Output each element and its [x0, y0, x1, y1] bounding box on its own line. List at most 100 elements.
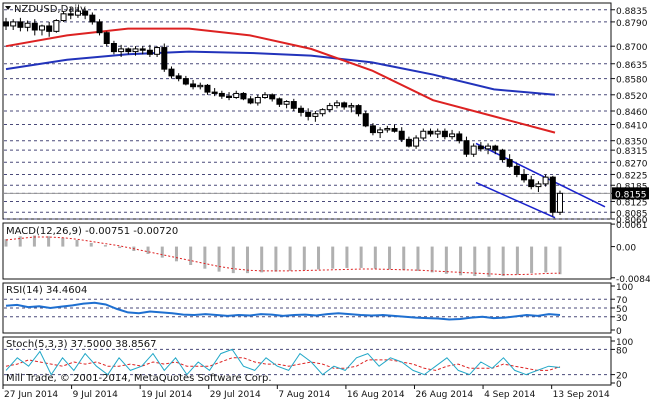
candle-body — [384, 128, 391, 131]
macd-bar — [61, 237, 65, 247]
price-axis-label: 0.8460 — [616, 108, 648, 118]
candle-body — [168, 68, 175, 77]
macd-title: MACD(12,26,9) -0.00751 -0.00720 — [6, 226, 178, 237]
candle-body — [24, 22, 31, 28]
price-axis-label: 0.8125 — [616, 198, 648, 208]
rsi-axis-label: 70 — [616, 296, 628, 306]
rsi-axis-label: 0 — [616, 327, 622, 337]
candle-body — [427, 130, 434, 135]
candle-body — [441, 130, 448, 138]
x-axis-label: 7 Aug 2014 — [278, 390, 330, 400]
candle-body — [297, 107, 304, 113]
candle-body — [283, 101, 290, 105]
macd-bar — [388, 246, 392, 270]
stoch-pane — [2, 336, 612, 386]
macd-bar — [501, 246, 505, 277]
candle-body — [434, 130, 441, 135]
candle-body — [290, 101, 297, 109]
x-axis-label: 26 Aug 2014 — [415, 390, 473, 400]
candle-body — [557, 192, 563, 213]
macd-pane — [2, 222, 612, 280]
candle-body — [348, 105, 355, 108]
x-axis-label: 27 Jun 2014 — [4, 390, 58, 400]
candle-body — [398, 130, 405, 140]
candle-body — [197, 84, 204, 88]
macd-bar — [302, 246, 306, 271]
stoch-d-line — [5, 357, 561, 371]
candle-body — [269, 94, 276, 100]
candle-body — [118, 48, 125, 53]
candle-body — [204, 84, 211, 93]
price-axis-label: 0.8835 — [616, 7, 648, 17]
macd-bar — [103, 245, 107, 247]
candle-body — [420, 130, 427, 139]
current-price-label: 0.8155 — [615, 190, 647, 200]
candle-body — [477, 145, 484, 150]
candle-body — [110, 43, 117, 53]
price-axis-label: 0.8410 — [616, 122, 648, 132]
dropdown-triangle-icon[interactable] — [5, 6, 11, 10]
x-axis: 27 Jun 2014 9 Jul 2014 19 Jul 2014 29 Jul 2… — [2, 385, 610, 400]
price-layer: 0.8835 0.8790 0.8700 0.8635 0.8580 0.8520 0.84… — [3, 7, 649, 226]
candle-body — [362, 113, 369, 127]
candle-body — [535, 183, 542, 188]
candle-body — [470, 145, 477, 155]
macd-bar — [288, 246, 292, 271]
candle-body — [60, 13, 67, 22]
candle-body — [103, 32, 110, 45]
candle-body — [319, 109, 326, 115]
candle-body — [247, 98, 254, 104]
macd-bar — [47, 236, 51, 247]
macd-bar — [32, 235, 36, 247]
candle-body — [240, 92, 247, 100]
x-axis-label: 13 Sep 2014 — [553, 390, 610, 400]
candle-body — [46, 25, 53, 32]
stoch-axis-label: 20 — [616, 372, 628, 382]
macd-bar — [174, 246, 178, 262]
candle-body — [549, 176, 556, 213]
x-axis-label: 16 Aug 2014 — [347, 390, 405, 400]
price-axis-label: 0.8060 — [616, 216, 648, 226]
candle-body — [10, 21, 17, 27]
price-axis-label: 0.8185 — [616, 182, 648, 192]
candle-body — [89, 14, 96, 23]
macd-bar — [487, 246, 491, 277]
macd-bar — [515, 246, 519, 275]
candle-body — [326, 105, 333, 111]
stoch-k-line — [5, 348, 561, 376]
candle-body — [341, 102, 348, 108]
macd-axis-label: -0.00847 — [616, 275, 650, 285]
candle-body — [146, 49, 153, 55]
candle-body — [492, 145, 499, 151]
candle-body — [305, 111, 312, 117]
macd-bar — [317, 246, 321, 270]
candle-body — [96, 21, 103, 34]
candle-body — [449, 133, 456, 138]
candle-body — [499, 149, 506, 161]
stoch-axis-label: 0 — [616, 380, 622, 390]
candle-body — [132, 48, 139, 53]
macd-axis-label: 0.00 — [616, 244, 636, 254]
current-price-box — [612, 187, 649, 200]
macd-bar — [189, 246, 193, 265]
price-axis-label: 0.8270 — [616, 159, 648, 169]
macd-bar — [331, 246, 335, 269]
macd-bar — [75, 239, 79, 247]
macd-bar — [416, 246, 420, 271]
macd-bar — [203, 246, 207, 269]
macd-bar — [245, 246, 249, 274]
stoch-title: Stoch(5,3,3) 37.5000 38.8567 — [6, 339, 157, 350]
candle-body — [38, 25, 45, 31]
candle-body — [3, 21, 9, 27]
candle-body — [413, 137, 420, 147]
watermark: Mill Trade, © 2001-2014, MetaQuotes Soft… — [6, 373, 272, 384]
price-axis-label: 0.8790 — [616, 19, 648, 29]
rsi-axis-label: 50 — [616, 305, 628, 315]
price-axis-label: 0.8700 — [616, 43, 648, 53]
macd-bar — [359, 246, 363, 268]
candle-body — [175, 75, 182, 80]
candle-body — [17, 21, 24, 28]
candle-body — [182, 78, 189, 85]
candle-body — [276, 98, 283, 105]
